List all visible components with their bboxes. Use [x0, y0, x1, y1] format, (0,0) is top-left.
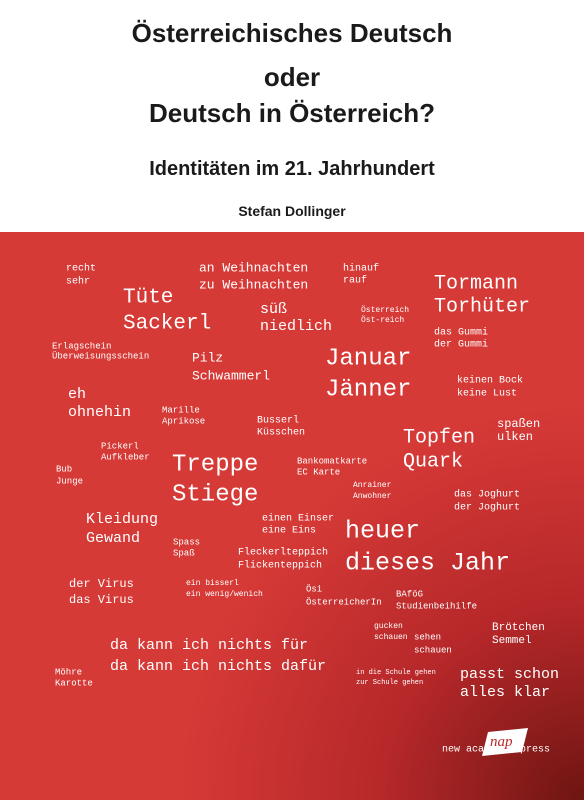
word-variant: Gewand: [86, 530, 140, 547]
word-variant: Torhüter: [434, 295, 530, 318]
word-variant: Möhre: [55, 667, 82, 677]
word-variant: spaßen: [497, 417, 540, 431]
word-variant: Kleidung: [86, 511, 158, 528]
word-variant: Junge: [56, 476, 83, 486]
word-variant: Öst-reich: [361, 316, 404, 325]
word-variant: schauen: [374, 633, 408, 642]
title-line: Österreichisches Deutsch: [132, 18, 453, 48]
word-variant: Ösi: [306, 583, 322, 594]
word-variant: der Virus: [69, 577, 134, 591]
title-line: Deutsch in Österreich?: [149, 98, 435, 128]
word-variant: der Gummi: [434, 339, 488, 351]
word-variant: Treppe: [172, 451, 258, 478]
word-variant: Jänner: [325, 376, 411, 403]
word-variant: heuer: [345, 517, 420, 546]
word-variant: Schwammerl: [192, 368, 270, 383]
word-variant: Karotte: [55, 678, 93, 688]
word-variant: Überweisungsschein: [52, 350, 149, 361]
author: Stefan Dollinger: [238, 203, 346, 219]
word-variant: Anwohner: [353, 492, 392, 501]
word-variant: der Joghurt: [454, 502, 520, 514]
word-variant: EC Karte: [297, 467, 340, 477]
word-variant: Topfen: [403, 426, 475, 449]
word-variant: sehr: [66, 276, 90, 288]
word-variant: niedlich: [260, 318, 332, 335]
word-variant: passt schon: [460, 666, 559, 683]
word-variant: Erlagschein: [52, 341, 111, 351]
word-variant: alles klar: [460, 684, 550, 701]
word-variant: ulken: [497, 430, 533, 444]
word-variant: Stiege: [172, 481, 258, 508]
word-variant: hinauf: [343, 263, 379, 275]
word-variant: Tormann: [434, 272, 518, 295]
word-variant: Tüte: [123, 287, 173, 310]
title-line: oder: [264, 62, 320, 92]
logo-shape: [482, 728, 528, 756]
word-variant: Januar: [325, 345, 411, 372]
word-variant: Anrainer: [353, 481, 392, 490]
word-variant: an Weihnachten: [199, 260, 308, 275]
word-variant: Marille: [162, 405, 200, 415]
white-header: [0, 0, 584, 232]
word-variant: eh: [68, 386, 86, 403]
word-variant: Busserl: [257, 415, 299, 427]
word-variant: das Gummi: [434, 327, 488, 339]
red-panel: [0, 232, 584, 800]
word-variant: einen Einser: [262, 513, 334, 525]
word-variant: Aprikose: [162, 416, 205, 426]
word-variant: Bankomatkarte: [297, 456, 367, 466]
word-variant: Österreich: [361, 306, 409, 315]
word-variant: zu Weihnachten: [199, 277, 308, 292]
word-variant: da kann ich nichts dafür: [110, 658, 326, 675]
word-variant: Sackerl: [123, 313, 211, 336]
word-variant: Spass: [173, 537, 200, 547]
word-variant: Quark: [403, 450, 463, 473]
word-variant: Semmel: [492, 635, 532, 647]
word-variant: keinen Bock: [457, 375, 523, 387]
word-variant: Pickerl: [101, 441, 139, 451]
word-variant: Fleckerlteppich: [238, 547, 328, 559]
word-variant: Flickenteppich: [238, 560, 322, 572]
word-variant: rauf: [343, 275, 367, 287]
word-variant: ein bisserl: [186, 579, 239, 588]
word-variant: das Virus: [69, 593, 134, 607]
word-variant: Spaß: [173, 548, 195, 558]
subtitle: Identitäten im 21. Jahrhundert: [149, 158, 435, 180]
word-variant: sehen: [414, 632, 441, 642]
word-variant: Küsschen: [257, 427, 305, 439]
word-variant: gucken: [374, 622, 403, 631]
word-variant: zur Schule gehen: [356, 679, 423, 687]
word-variant: schauen: [414, 645, 452, 655]
word-variant: da kann ich nichts für: [110, 637, 308, 654]
word-variant: Pilz: [192, 350, 223, 365]
word-variant: Bub: [56, 464, 72, 474]
word-variant: Aufkleber: [101, 452, 150, 462]
word-variant: Studienbeihilfe: [396, 601, 477, 611]
word-variant: in die Schule gehen: [356, 669, 436, 677]
word-variant: süß: [260, 301, 287, 318]
word-variant: recht: [66, 263, 96, 275]
word-variant: Brötchen: [492, 622, 545, 634]
word-variant: das Joghurt: [454, 489, 520, 501]
word-variant: dieses Jahr: [345, 549, 510, 578]
word-variant: ein wenig/wenich: [186, 590, 263, 599]
publisher-logo: nap: [490, 734, 513, 750]
word-variant: eine Eins: [262, 525, 316, 537]
word-variant: ÖsterreicherIn: [306, 596, 382, 607]
word-variant: keine Lust: [457, 388, 517, 400]
word-variant: BAföG: [396, 589, 423, 599]
word-variant: ohnehin: [68, 404, 131, 421]
